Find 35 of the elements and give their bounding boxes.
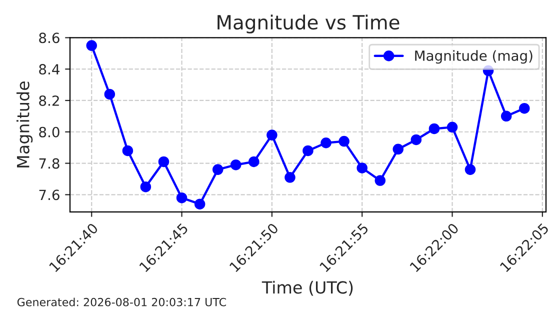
y-axis-title: Magnitude: [16, 82, 33, 168]
point: [122, 145, 134, 156]
x-axis-title: Time (UTC): [262, 280, 353, 296]
point: [392, 144, 404, 155]
point: [374, 175, 386, 186]
point: [464, 164, 476, 175]
y-tick-label: 8.4: [39, 64, 60, 75]
point: [519, 102, 530, 114]
point: [140, 181, 152, 192]
point: [500, 110, 512, 122]
y-tick-label: 8.2: [39, 95, 59, 106]
chart-title: Magnitude vs Time: [218, 14, 400, 34]
text: Generated: 2026-08-01 20:03:17 UTC: [17, 298, 226, 306]
legend-label: Magnitude (mag): [415, 50, 532, 64]
y-tick-label: 8.0: [39, 126, 60, 138]
point: [104, 88, 116, 100]
point: [86, 40, 97, 51]
point: [284, 172, 296, 183]
point: [230, 159, 242, 170]
point: [158, 156, 170, 168]
y-tick-label: 8.6: [39, 32, 60, 44]
point: [212, 164, 224, 175]
point: [320, 137, 332, 148]
point: [428, 123, 440, 134]
point: [248, 156, 260, 168]
point: [446, 122, 458, 133]
point: [302, 145, 314, 156]
point: [176, 192, 188, 204]
y-tick-label: 7.6: [39, 190, 60, 200]
y-tick-label: 7.8: [39, 158, 60, 169]
point: [338, 136, 350, 147]
point: [410, 134, 422, 146]
point: [266, 130, 278, 140]
point: [356, 162, 368, 174]
point: [194, 198, 206, 210]
